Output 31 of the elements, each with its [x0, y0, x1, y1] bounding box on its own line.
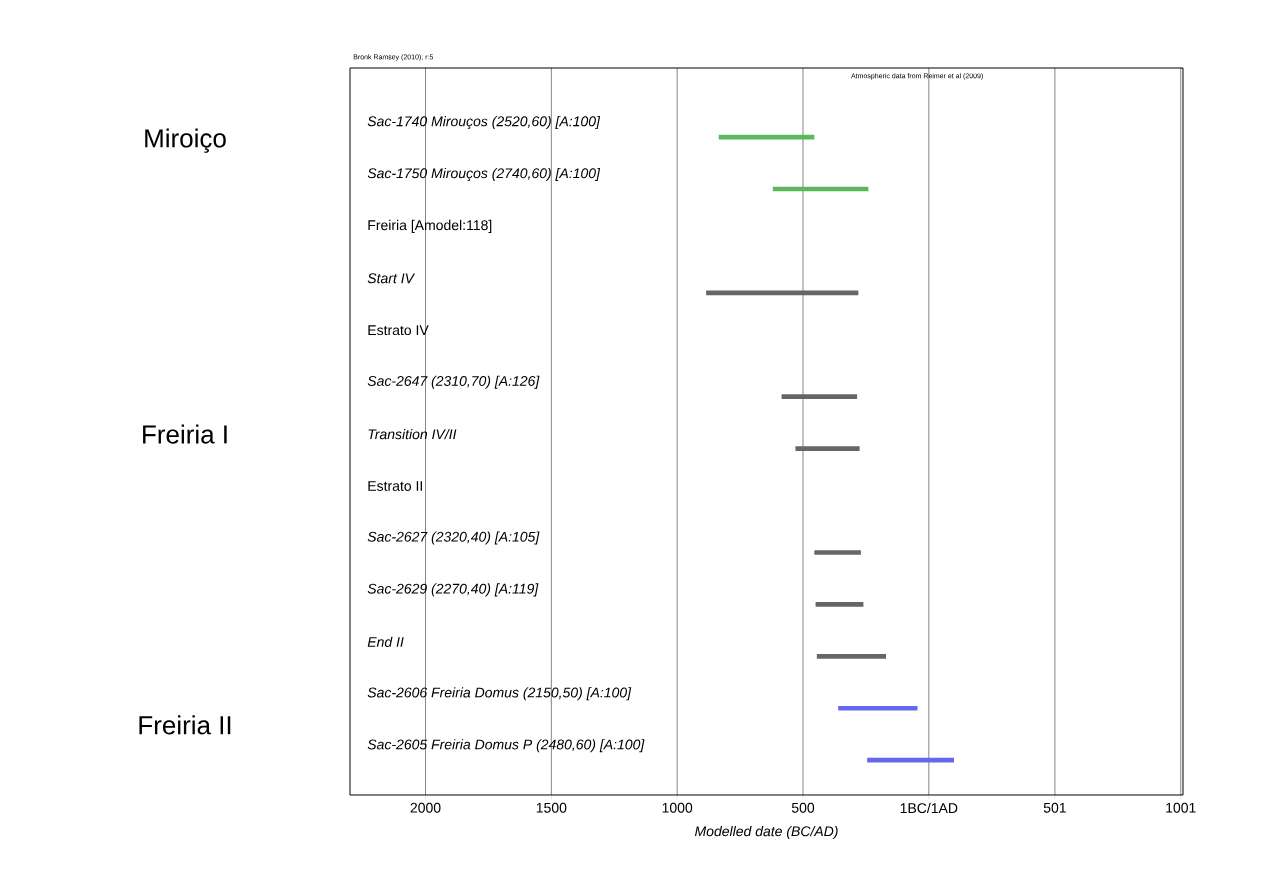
bar [867, 757, 954, 763]
text: Freiria I [143, 424, 227, 444]
text: Miroiço [145, 128, 226, 153]
y-tick-label: Sac-2605 Freiria Domus P (2480,60) [A:100] [367, 739, 645, 753]
bar [815, 602, 864, 607]
bar [814, 550, 861, 555]
x-tick-label: 500 [791, 802, 815, 813]
text: Freiria II [139, 715, 231, 735]
y-tick-label: Sac-2629 (2270,40) [A:119] [367, 583, 539, 597]
bar [816, 654, 887, 659]
y-tick-label: Transition IV/II [368, 428, 457, 440]
x-tick-label: 1500 [536, 802, 567, 813]
y-tick-label: Sac-1750 Mirouços (2740,60) [A:100] [367, 167, 601, 181]
x-tick-label: 1000 [662, 802, 693, 813]
y-tick-label: Start IV [367, 273, 416, 284]
y-tick-label: Estrato II [368, 481, 422, 491]
y-tick-label: Estrato IV [368, 325, 429, 336]
x-tick-label: 501 [1043, 802, 1066, 813]
x-tick-label: 1001 [1166, 802, 1196, 813]
bar [795, 446, 860, 451]
y-tick-label: Sac-2647 (2310,70) [A:126] [367, 375, 540, 389]
y-tick-label: Freiria [Amodel:118] [368, 219, 492, 233]
bar [838, 705, 918, 711]
x-axis-title: Modelled date (BC/AD) [694, 825, 838, 839]
y-tick-label: Sac-2606 Freiria Domus (2150,50) [A:100] [367, 687, 632, 701]
y-tick-label: Sac-1740 Mirouços (2520,60) [A:100] [367, 115, 601, 130]
x-tick-label: 1BC/1AD [900, 802, 958, 814]
y-tick-label: End II [367, 636, 404, 647]
x-tick-label: 2000 [410, 802, 441, 813]
bar [781, 394, 858, 400]
y-tick-label: Sac-2627 (2320,40) [A:105] [367, 531, 540, 545]
